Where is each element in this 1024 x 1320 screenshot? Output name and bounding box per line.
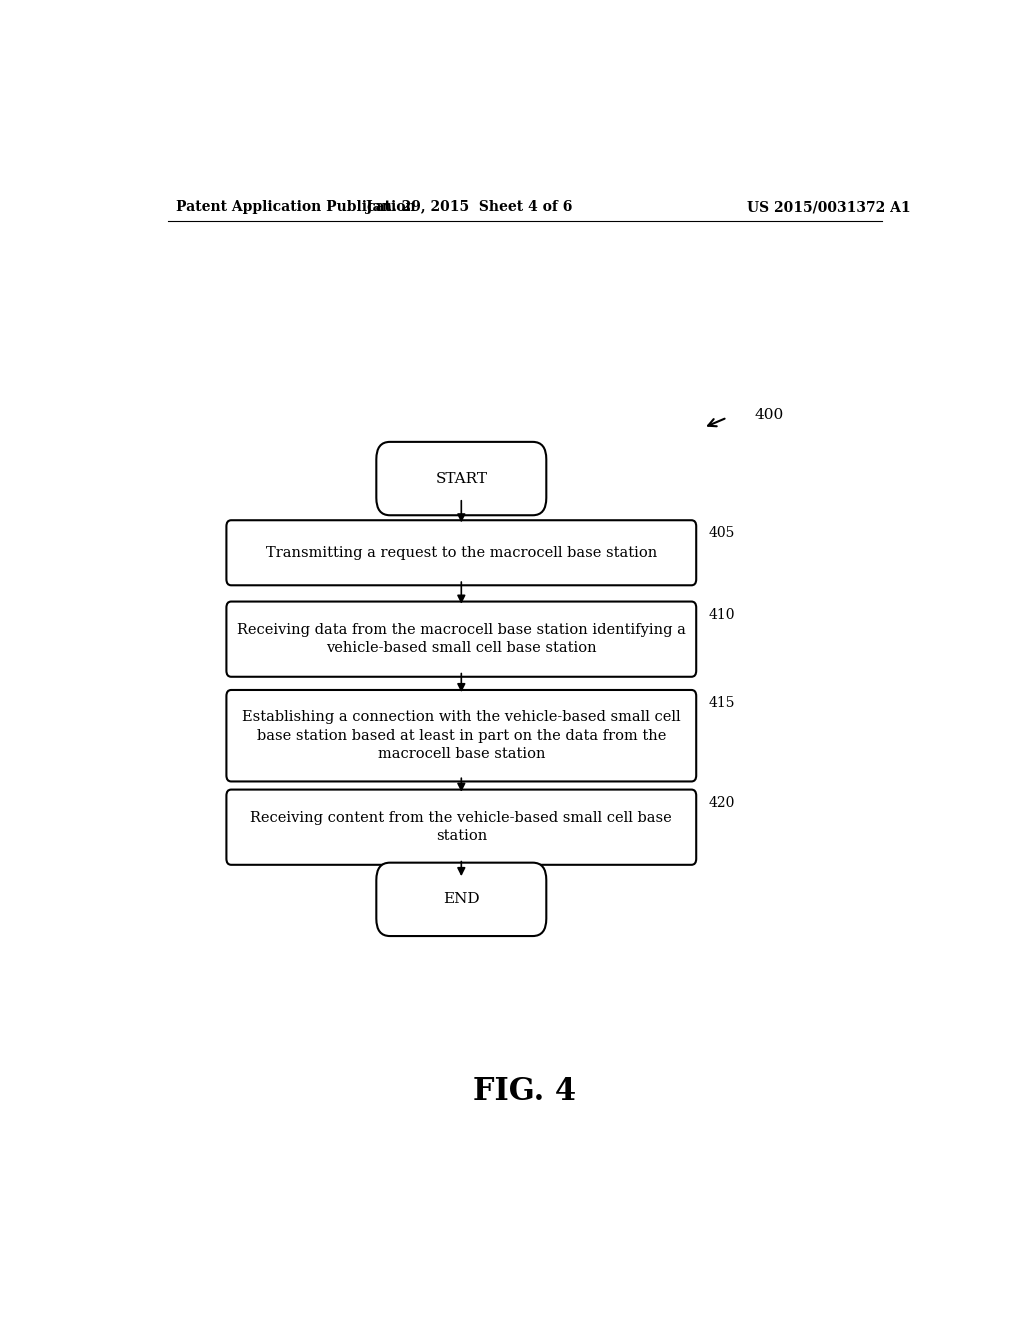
Text: US 2015/0031372 A1: US 2015/0031372 A1 xyxy=(748,201,910,214)
Text: START: START xyxy=(435,471,487,486)
Text: Jan. 29, 2015  Sheet 4 of 6: Jan. 29, 2015 Sheet 4 of 6 xyxy=(366,201,572,214)
Text: Receiving content from the vehicle-based small cell base
station: Receiving content from the vehicle-based… xyxy=(251,810,672,843)
Text: Transmitting a request to the macrocell base station: Transmitting a request to the macrocell … xyxy=(265,545,657,560)
Text: FIG. 4: FIG. 4 xyxy=(473,1076,577,1107)
Text: 420: 420 xyxy=(709,796,735,809)
Text: 410: 410 xyxy=(709,607,735,622)
Text: 415: 415 xyxy=(709,696,735,710)
FancyBboxPatch shape xyxy=(226,520,696,585)
Text: Establishing a connection with the vehicle-based small cell
base station based a: Establishing a connection with the vehic… xyxy=(242,710,681,762)
FancyBboxPatch shape xyxy=(226,789,696,865)
Text: 400: 400 xyxy=(755,408,784,421)
Text: Receiving data from the macrocell base station identifying a
vehicle-based small: Receiving data from the macrocell base s… xyxy=(237,623,686,655)
FancyBboxPatch shape xyxy=(226,690,696,781)
FancyBboxPatch shape xyxy=(376,442,547,515)
FancyBboxPatch shape xyxy=(376,863,547,936)
Text: END: END xyxy=(443,892,479,907)
FancyBboxPatch shape xyxy=(226,602,696,677)
Text: 405: 405 xyxy=(709,527,735,540)
Text: Patent Application Publication: Patent Application Publication xyxy=(176,201,416,214)
